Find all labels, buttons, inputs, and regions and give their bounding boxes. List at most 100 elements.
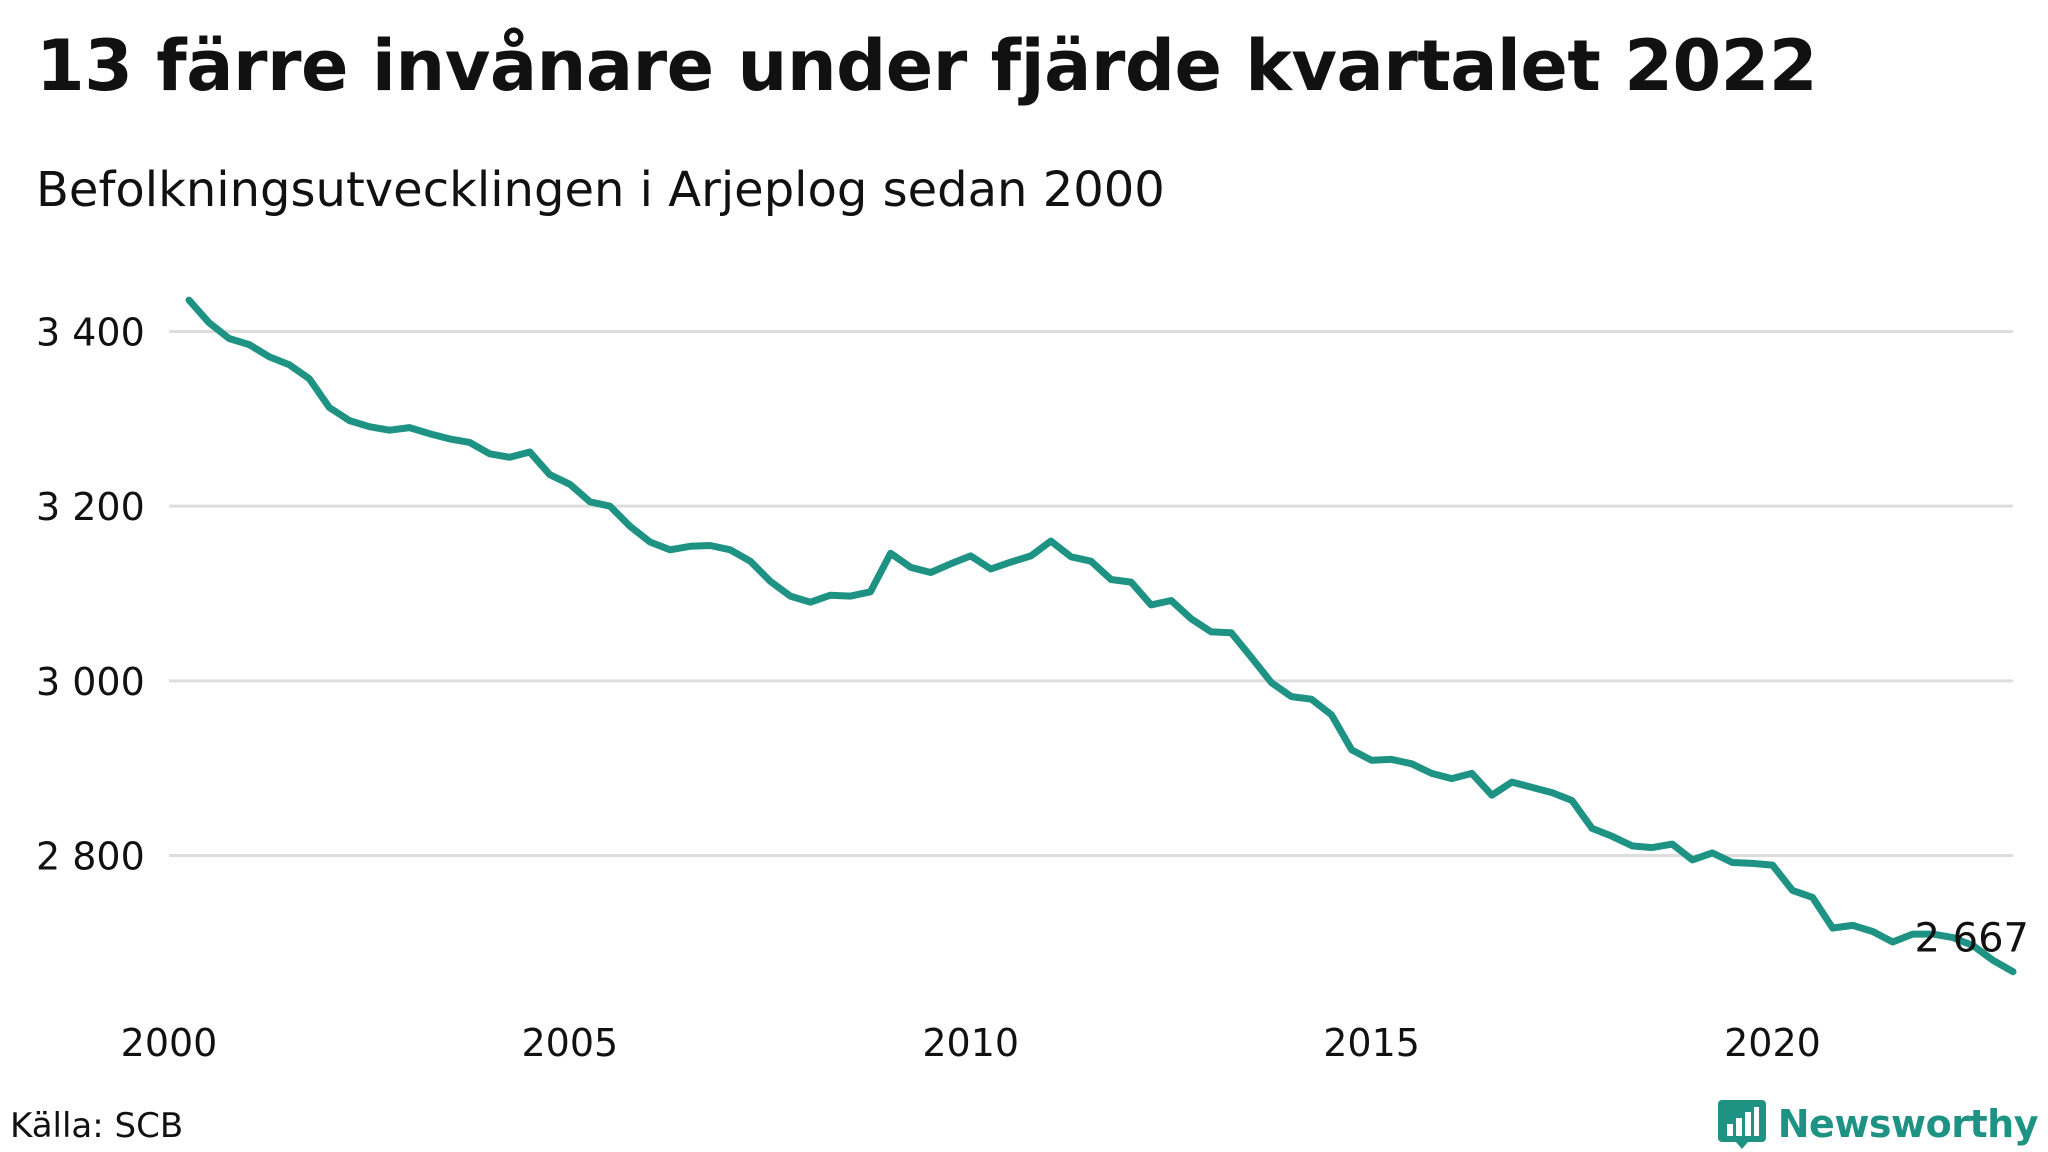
data-point [1932,933,1934,935]
data-point [1451,778,1453,780]
data-point [1691,859,1693,861]
data-point [1711,852,1713,854]
x-tick-label: 2010 [922,1021,1019,1065]
data-point [589,501,591,503]
data-point [1010,561,1012,563]
data-point [669,549,671,551]
line-chart: 2 800 3 000 3 200 3 400 2000 2005 2010 2015 202… [36,296,2029,1065]
data-point [649,541,651,543]
series-layer [185,296,2017,976]
data-point [1050,540,1052,542]
data-point [1150,604,1152,606]
y-tick-label: 3 400 [36,311,145,355]
data-point [248,344,250,346]
chart-title: 13 färre invånare under fjärde kvartalet… [36,25,1818,107]
data-point [910,566,912,568]
data-point [1952,937,1954,939]
data-points [188,299,2014,973]
data-point [1311,698,1312,700]
brand-name: Newsworthy [1777,1102,2039,1146]
data-point [769,580,771,582]
data-point [1731,862,1733,863]
data-point [1230,632,1232,634]
data-point [509,456,511,458]
data-point [1751,862,1753,864]
data-point [870,591,871,593]
data-point [1170,600,1172,601]
data-point [1511,781,1513,783]
data-point [2012,971,2014,973]
data-point [1190,618,1192,620]
data-point [1210,631,1212,633]
data-point [288,364,290,366]
data-point [1912,933,1914,935]
data-point [930,572,932,573]
data-point [389,429,390,431]
y-tick-label: 3 000 [36,660,145,704]
series-line [185,296,2017,976]
data-point [348,420,350,422]
data-point [1471,772,1473,774]
x-tick-label: 2015 [1323,1021,1420,1065]
data-point [1631,845,1633,847]
data-point [1070,556,1072,558]
data-point [1331,714,1332,716]
x-tick-label: 2020 [1724,1021,1821,1065]
data-point [829,594,831,596]
data-point [1531,786,1533,788]
data-point [1992,959,1994,961]
data-point [368,426,370,428]
data-point [1551,792,1553,794]
data-point [1611,835,1613,837]
data-point [1832,927,1834,929]
gridlines [169,330,2013,857]
data-point [308,378,310,380]
data-point [789,595,791,597]
data-point [1892,941,1894,943]
y-axis: 2 800 3 000 3 200 3 400 [36,311,145,879]
data-point [1812,896,1814,898]
x-tick-label: 2005 [522,1021,619,1065]
data-point [1651,847,1653,849]
data-point [1792,889,1793,891]
data-point [1030,555,1032,557]
data-point [429,433,431,435]
y-tick-label: 3 200 [36,485,145,529]
data-point [569,483,571,485]
data-point [409,427,410,429]
data-point [489,453,491,455]
data-point [890,552,892,554]
data-point [1250,656,1252,658]
data-point [1270,682,1272,684]
data-point [1351,749,1353,751]
data-point [1110,579,1112,580]
data-point [1772,864,1773,866]
data-point [328,407,330,408]
data-point [629,525,631,527]
data-point [1130,581,1132,583]
data-point [749,560,751,562]
data-point [809,601,811,603]
data-point [970,555,972,557]
data-point [1411,763,1413,765]
data-point [1872,931,1874,932]
data-point [1571,800,1573,801]
data-point [469,441,471,443]
data-point [188,299,190,301]
data-point [609,505,611,507]
y-tick-label: 2 800 [36,835,145,879]
x-axis: 2000 2005 2010 2015 2020 [121,1021,1821,1065]
data-point [529,451,531,453]
data-point [729,549,731,551]
end-value-label: 2 667 [1914,916,2029,962]
data-point [990,568,992,570]
data-point [268,356,270,358]
data-point [1671,843,1673,845]
data-point [1371,759,1373,761]
data-point [1090,560,1092,562]
data-point [850,595,851,597]
bar-chart-speech-bubble-icon [1717,1100,1766,1149]
data-point [1852,924,1854,926]
data-point [1431,772,1433,774]
data-point [1591,827,1593,829]
